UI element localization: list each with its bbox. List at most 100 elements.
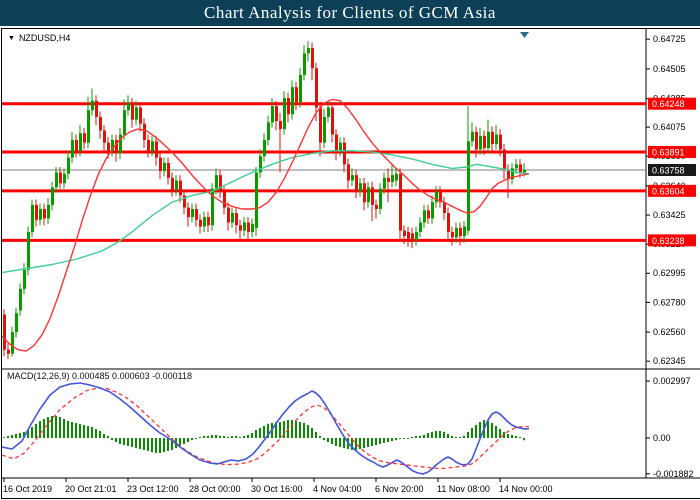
- candle-body: [227, 207, 230, 223]
- candle-body: [187, 207, 190, 218]
- candle-body: [507, 169, 510, 180]
- candle-body: [175, 180, 178, 191]
- ma-green-line: [1, 150, 530, 274]
- sell-signal-arrow-icon: [520, 32, 529, 38]
- candle-body: [311, 47, 314, 69]
- current-price-badge-text: 0.63758: [652, 166, 685, 176]
- candle-body: [307, 47, 310, 54]
- price-axis-label: 0.64075: [653, 122, 686, 132]
- candle-body: [399, 173, 402, 231]
- candle-body: [287, 98, 290, 115]
- time-axis-label: 30 Oct 16:00: [251, 484, 303, 494]
- candle-body: [479, 135, 482, 150]
- candle-body: [275, 106, 278, 122]
- candle-body: [235, 213, 238, 226]
- candle-body: [195, 208, 198, 220]
- candle-body: [243, 222, 246, 231]
- candle-body: [107, 142, 110, 151]
- level-price-badge-text: 0.64248: [652, 99, 685, 109]
- level-price-badge-text: 0.63238: [652, 236, 685, 246]
- candle-body: [79, 133, 82, 151]
- candle-body: [87, 110, 90, 143]
- symbol-timeframe-text: NZDUSD,H4: [18, 33, 71, 43]
- macd-axis-label: 0.00: [653, 433, 671, 443]
- candle-body: [303, 53, 306, 76]
- candle-body: [515, 164, 518, 169]
- candle-body: [35, 204, 38, 220]
- candle-body: [383, 177, 386, 189]
- candle-body: [39, 208, 42, 220]
- candle-body: [11, 332, 14, 354]
- candle-body: [131, 103, 134, 120]
- price-axis-label: 0.64725: [653, 34, 686, 44]
- candle-body: [455, 227, 458, 238]
- candle-body: [111, 139, 114, 151]
- candle-body: [127, 103, 130, 111]
- candle-body: [83, 133, 86, 143]
- candle-body: [279, 121, 282, 130]
- candle-body: [319, 107, 322, 143]
- time-axis-label: 6 Nov 20:00: [375, 484, 424, 494]
- candle-body: [135, 107, 138, 120]
- candle-body: [387, 177, 390, 182]
- candle-body: [419, 222, 422, 232]
- candle-body: [271, 106, 274, 123]
- candle-body: [115, 139, 118, 154]
- candle-body: [7, 349, 10, 354]
- price-axis-label: 0.63425: [653, 210, 686, 220]
- candle-body: [239, 225, 242, 231]
- price-chart-canvas[interactable]: 0.647250.645050.642850.640750.638600.636…: [1, 29, 700, 498]
- current-price-badge: [648, 164, 696, 176]
- candle-body: [491, 131, 494, 145]
- candle-body: [171, 177, 174, 191]
- candle-body: [163, 162, 166, 172]
- candle-body: [375, 204, 378, 209]
- candle-body: [167, 162, 170, 178]
- chart-area: ▼ NZDUSD,H4 MACD(12,26,9) 0.000485 0.000…: [1, 28, 700, 499]
- level-price-badge: [648, 146, 696, 159]
- candle-body: [427, 210, 430, 219]
- candle-body: [183, 195, 186, 208]
- candle-body: [99, 116, 102, 131]
- price-axis-label: 0.62560: [653, 327, 686, 337]
- macd-axis-label: -0.001882: [653, 469, 694, 479]
- candle-body: [331, 107, 334, 135]
- candle-body: [351, 175, 354, 181]
- ma-red-line: [1, 98, 530, 352]
- chevron-down-icon[interactable]: ▼: [8, 34, 15, 42]
- macd-signal-line: [1, 387, 530, 470]
- candle-body: [255, 172, 258, 228]
- candle-body: [139, 107, 142, 124]
- candle-body: [259, 156, 262, 173]
- candle-body: [55, 172, 58, 188]
- candle-body: [223, 191, 226, 208]
- candle-body: [143, 123, 146, 140]
- candle-body: [219, 175, 222, 192]
- candle-body: [51, 187, 54, 205]
- candle-body: [247, 222, 250, 232]
- candle-body: [43, 208, 46, 219]
- candle-body: [291, 87, 294, 115]
- candle-body: [495, 134, 498, 145]
- candle-body: [523, 170, 526, 173]
- candle-body: [423, 210, 426, 223]
- candle-body: [407, 231, 410, 239]
- time-axis-label: 4 Nov 04:00: [313, 484, 362, 494]
- candle-body: [403, 230, 406, 237]
- price-axis-label: 0.62780: [653, 297, 686, 307]
- level-price-badge-text: 0.63604: [652, 186, 685, 196]
- candle-body: [519, 164, 522, 173]
- candle-body: [463, 226, 466, 237]
- level-price-badge: [648, 97, 696, 110]
- candle-body: [435, 191, 438, 203]
- candle-body: [231, 213, 234, 223]
- candle-body: [251, 223, 254, 232]
- candle-body: [59, 172, 62, 184]
- candle-body: [267, 122, 270, 140]
- candle-body: [439, 191, 442, 203]
- candle-body: [343, 142, 346, 165]
- candle-body: [207, 217, 210, 226]
- candle-body: [27, 231, 30, 270]
- candle-body: [151, 141, 154, 151]
